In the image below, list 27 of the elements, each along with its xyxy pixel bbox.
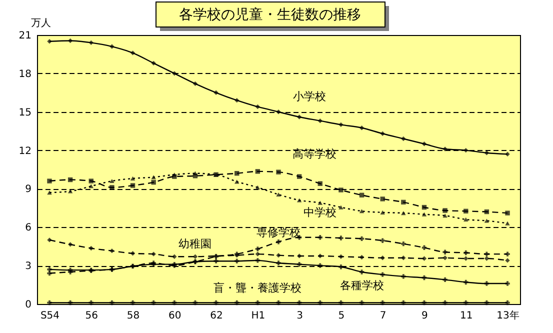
y-axis-title: 万人 (31, 18, 51, 29)
series-label: 各種学校 (340, 278, 384, 292)
x-tick-label: 3 (296, 310, 304, 322)
series-label: 小学校 (292, 90, 326, 103)
x-tick-label: S54 (40, 310, 60, 322)
x-tick-label: 60 (168, 310, 182, 322)
series-label: 中学校 (304, 206, 337, 219)
x-tick-label: H1 (251, 310, 266, 322)
y-tick-label: 6 (25, 222, 32, 234)
x-tick-label: 7 (380, 310, 386, 322)
x-tick-label: 58 (126, 310, 140, 322)
x-tick-label: 13年 (496, 310, 520, 322)
chart-title: 各学校の児童・生徒数の推移 (179, 7, 361, 23)
series-label: 幼稚園 (178, 238, 212, 251)
x-tick-label: 56 (85, 310, 98, 322)
y-tick-label: 9 (25, 184, 32, 196)
series-label: 盲・聾・養護学校 (214, 282, 302, 295)
x-tick-label: 62 (210, 310, 223, 322)
y-tick-label: 12 (18, 146, 32, 157)
y-tick-label: 18 (18, 68, 32, 80)
y-tick-label: 15 (18, 107, 32, 118)
x-tick-label: 11 (460, 310, 473, 322)
y-tick-label: 3 (25, 261, 32, 272)
x-tick-label: 9 (422, 310, 428, 322)
x-tick-label: 5 (338, 310, 345, 322)
y-tick-label: 21 (18, 30, 32, 42)
y-tick-label: 0 (25, 300, 32, 310)
